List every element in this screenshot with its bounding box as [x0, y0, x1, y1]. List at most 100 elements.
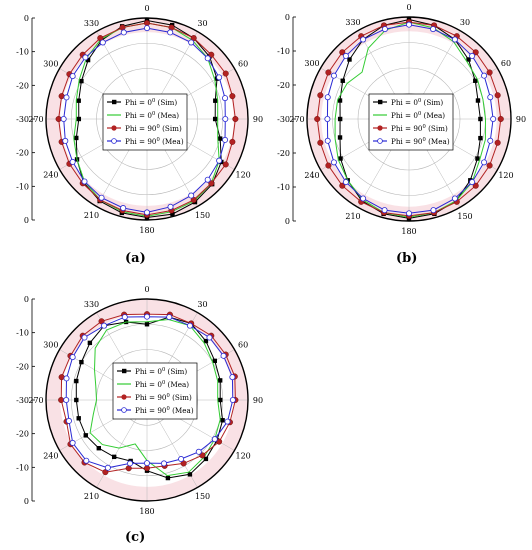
angle-tick-label: 90 — [253, 396, 263, 405]
legend-degree-sup: 0 — [162, 367, 165, 373]
data-point — [96, 446, 101, 451]
angle-tick-label: 330 — [345, 18, 360, 27]
angle-tick-label: 120 — [235, 452, 250, 461]
data-point — [204, 176, 211, 183]
data-point — [203, 456, 209, 462]
legend-label: Phi = 900 (Mea) — [135, 406, 194, 415]
data-point — [324, 116, 331, 123]
data-point — [208, 51, 215, 58]
data-point — [127, 460, 134, 467]
panel-label: (c) — [125, 530, 145, 545]
polar-border — [306, 16, 512, 222]
data-point — [490, 116, 497, 123]
legend-degree-sup: 0 — [423, 124, 426, 130]
legend-marker — [121, 394, 127, 400]
data-point — [360, 195, 367, 202]
data-point — [144, 322, 150, 327]
legend-suffix: (Mea) — [170, 406, 194, 415]
data-point — [342, 52, 349, 59]
data-point — [222, 116, 229, 123]
data-point — [69, 73, 76, 80]
data-point — [324, 94, 331, 101]
data-point — [83, 433, 88, 438]
radial-tick-label: -30 — [16, 115, 29, 124]
data-point — [469, 179, 476, 186]
data-point — [222, 136, 229, 143]
legend-marker — [377, 138, 383, 144]
legend-degree-sup: 0 — [167, 393, 170, 399]
legend-suffix: (Sim) — [170, 393, 192, 402]
data-point — [83, 457, 90, 464]
radial-tick-label: -10 — [16, 182, 29, 191]
legend-suffix: (Mea) — [421, 111, 445, 120]
data-point — [325, 69, 332, 76]
data-point — [475, 156, 480, 161]
legend-label: Phi = 00 (Sim) — [135, 367, 187, 376]
data-point — [342, 179, 349, 186]
data-point — [212, 116, 218, 122]
data-point — [497, 115, 504, 122]
legend-degree-sup: 0 — [157, 137, 160, 143]
data-point — [213, 98, 218, 103]
legend-degree-sup: 0 — [152, 98, 155, 104]
angle-tick-label: 60 — [238, 341, 248, 350]
legend-suffix: (Mea) — [160, 137, 184, 146]
angle-tick-label: 330 — [84, 300, 99, 309]
data-point — [69, 439, 76, 446]
legend-marker — [112, 99, 117, 105]
angle-tick-label: 0 — [144, 285, 149, 294]
data-point — [224, 418, 231, 425]
legend-label: Phi = 900 (Mea) — [125, 137, 184, 146]
angle-tick-label: 270 — [289, 115, 304, 124]
radial-tick-label: 0 — [24, 497, 29, 506]
legend-degree-sup: 0 — [418, 111, 421, 117]
radial-tick-label: -30 — [16, 396, 29, 405]
legend-label: Phi = 900 (Sim) — [125, 124, 182, 133]
data-point — [487, 94, 494, 101]
data-point — [186, 322, 193, 329]
data-point — [466, 57, 471, 62]
angle-tick-label: 180 — [139, 507, 154, 516]
legend-suffix: (Sim) — [160, 124, 182, 133]
polar-chart-2: 0 30 60 90 120 150 180 210 240 270 300 330 0 -10 -20 -3… — [277, 3, 526, 266]
legend-label: Phi = 00 (Mea) — [391, 111, 445, 120]
legend-degree-sup: 0 — [423, 137, 426, 143]
legend-label: Phi = 900 (Sim) — [135, 393, 192, 402]
angle-tick-label: 180 — [401, 227, 416, 236]
data-point — [229, 138, 236, 145]
angle-tick-label: 300 — [43, 341, 58, 350]
data-point — [381, 26, 388, 33]
data-point — [218, 397, 223, 403]
angle-tick-label: 180 — [139, 226, 154, 235]
angle-tick-label: 210 — [84, 492, 99, 501]
legend-label: Phi = 900 (Mea) — [391, 137, 450, 146]
data-point — [338, 156, 343, 161]
data-point — [212, 358, 217, 364]
data-point — [79, 359, 84, 365]
legend-degree-sup: 0 — [162, 380, 165, 386]
radial-tick-label: 0 — [285, 217, 290, 226]
angle-tick-label: 60 — [501, 59, 511, 68]
legend-degree-sup: 0 — [152, 111, 155, 117]
data-point — [487, 137, 494, 144]
angle-tick-label: 270 — [28, 115, 43, 124]
data-point — [217, 136, 223, 141]
angle-tick-label: 120 — [235, 171, 250, 180]
data-point — [120, 205, 127, 212]
data-point — [478, 135, 483, 141]
radial-tick-label: 0 — [24, 295, 29, 304]
data-point — [74, 397, 79, 403]
angle-tick-label: 210 — [345, 212, 360, 221]
legend-marker — [377, 125, 383, 131]
data-point — [337, 98, 343, 103]
polar-chart-3: 0 30 60 90 120 150 180 210 240 270 300 330 0 -10 -20 -3… — [16, 285, 263, 545]
data-point — [208, 180, 215, 187]
data-point — [63, 396, 70, 403]
data-point — [337, 116, 343, 122]
data-point — [188, 192, 195, 199]
legend-marker — [111, 125, 117, 131]
data-point — [82, 54, 89, 61]
data-point — [405, 210, 412, 217]
data-point — [167, 203, 174, 210]
data-point — [81, 178, 88, 185]
